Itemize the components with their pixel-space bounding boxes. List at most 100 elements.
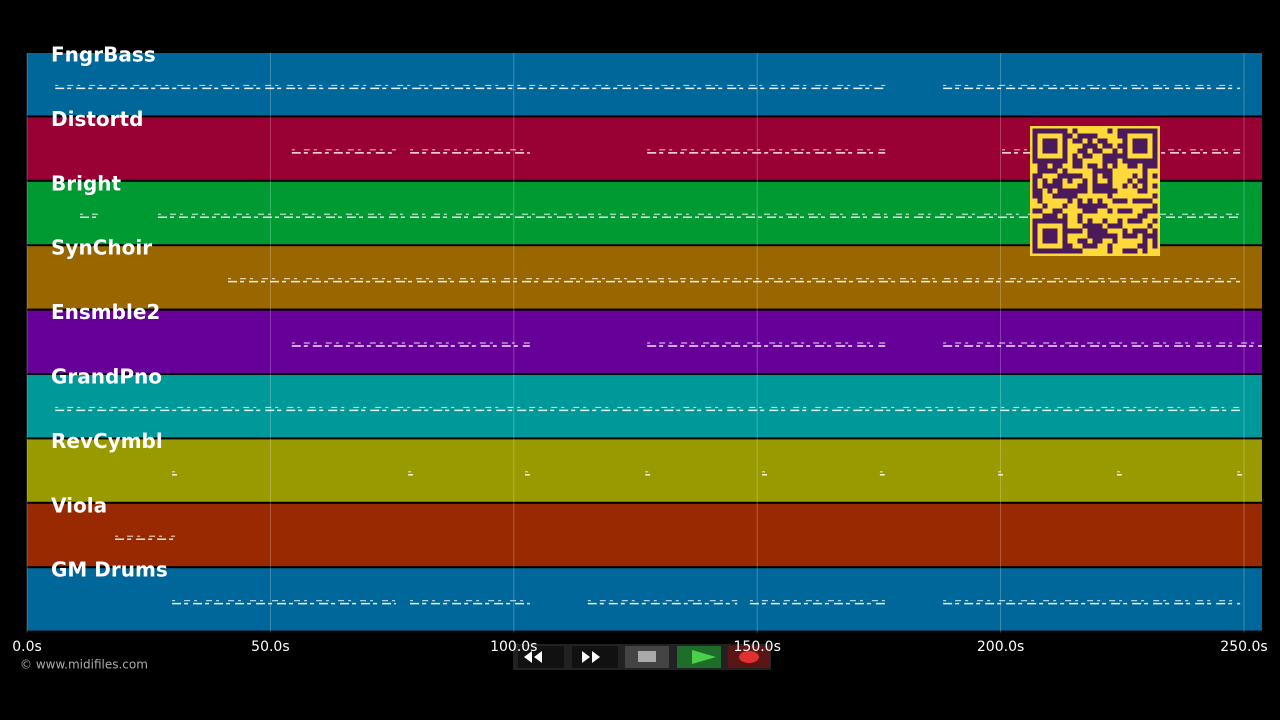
qr-cell <box>1087 143 1093 149</box>
qr-cell <box>1107 158 1113 164</box>
qr-cell <box>1067 173 1073 179</box>
qr-cell <box>1077 138 1083 144</box>
qr-cell <box>1107 128 1113 134</box>
qr-cell <box>1112 223 1118 229</box>
qr-cell <box>1087 208 1093 214</box>
qr-cell <box>1122 228 1128 234</box>
qr-cell <box>1147 223 1153 229</box>
qr-code <box>1030 126 1160 256</box>
qr-cell <box>1127 178 1133 184</box>
qr-cell <box>1052 213 1058 219</box>
qr-cell <box>1112 233 1118 239</box>
rewind-button[interactable] <box>518 646 564 668</box>
qr-cell <box>1097 168 1103 174</box>
qr-cell <box>1032 183 1038 189</box>
qr-cell <box>1092 238 1098 244</box>
qr-cell <box>1077 248 1083 254</box>
transport-controls <box>513 644 771 670</box>
qr-cell <box>1147 158 1153 164</box>
qr-cell <box>1032 188 1038 194</box>
record-button[interactable] <box>728 646 770 668</box>
qr-cell <box>1032 128 1038 134</box>
qr-cell <box>1132 248 1138 254</box>
qr-cell <box>1052 183 1058 189</box>
qr-cell <box>1072 128 1078 134</box>
qr-cell <box>1142 233 1148 239</box>
qr-cell <box>1132 148 1138 154</box>
qr-cell <box>1127 128 1133 134</box>
qr-cell <box>1142 143 1148 149</box>
qr-cell <box>1037 173 1043 179</box>
qr-cell <box>1052 158 1058 164</box>
qr-cell <box>1042 183 1048 189</box>
qr-cell <box>1092 188 1098 194</box>
qr-cell <box>1152 138 1158 144</box>
qr-cell <box>1137 158 1143 164</box>
qr-cell <box>1082 243 1088 249</box>
qr-cell <box>1087 218 1093 224</box>
record-icon <box>739 651 759 663</box>
qr-cell <box>1067 243 1073 249</box>
qr-cell <box>1152 148 1158 154</box>
qr-cell <box>1122 198 1128 204</box>
qr-cell <box>1117 198 1123 204</box>
qr-cell <box>1072 248 1078 254</box>
forward-button[interactable] <box>572 646 618 668</box>
qr-cell <box>1152 153 1158 159</box>
qr-cell <box>1077 163 1083 169</box>
qr-cell <box>1097 228 1103 234</box>
qr-cell <box>1062 173 1068 179</box>
qr-cell <box>1057 183 1063 189</box>
track-lane <box>27 246 1262 309</box>
qr-cell <box>1052 218 1058 224</box>
qr-cell <box>1137 138 1143 144</box>
qr-cell <box>1052 128 1058 134</box>
qr-cell <box>1047 148 1053 154</box>
qr-cell <box>1052 178 1058 184</box>
qr-cell <box>1032 223 1038 229</box>
qr-cell <box>1057 178 1063 184</box>
qr-cell <box>1047 228 1053 234</box>
qr-cell <box>1077 228 1083 234</box>
qr-cell <box>1037 163 1043 169</box>
qr-cell <box>1087 233 1093 239</box>
qr-cell <box>1077 158 1083 164</box>
qr-cell <box>1152 163 1158 169</box>
qr-cell <box>1092 173 1098 179</box>
qr-cell <box>1142 168 1148 174</box>
qr-cell <box>1077 213 1083 219</box>
qr-cell <box>1097 233 1103 239</box>
qr-cell <box>1037 218 1043 224</box>
qr-cell <box>1047 188 1053 194</box>
qr-cell <box>1132 128 1138 134</box>
qr-cell <box>1037 198 1043 204</box>
track-name: Ensmble2 <box>51 300 160 324</box>
qr-cell <box>1092 208 1098 214</box>
qr-cell <box>1077 238 1083 244</box>
qr-cell <box>1092 168 1098 174</box>
qr-cell <box>1037 188 1043 194</box>
track-lane <box>27 503 1262 567</box>
qr-cell <box>1147 198 1153 204</box>
track-lane <box>27 439 1262 502</box>
qr-cell <box>1037 248 1043 254</box>
qr-cell <box>1117 143 1123 149</box>
qr-cell <box>1062 148 1068 154</box>
qr-cell <box>1102 218 1108 224</box>
qr-cell <box>1052 208 1058 214</box>
qr-cell <box>1037 128 1043 134</box>
qr-cell <box>1077 188 1083 194</box>
qr-cell <box>1067 198 1073 204</box>
track-lane <box>27 53 1262 116</box>
play-button[interactable] <box>677 646 721 668</box>
qr-cell <box>1122 128 1128 134</box>
qr-cell <box>1032 218 1038 224</box>
qr-cell <box>1102 173 1108 179</box>
qr-cell <box>1132 198 1138 204</box>
qr-cell <box>1057 208 1063 214</box>
qr-cell <box>1037 208 1043 214</box>
qr-cell <box>1077 218 1083 224</box>
qr-cell <box>1112 148 1118 154</box>
stop-button[interactable] <box>625 646 669 668</box>
